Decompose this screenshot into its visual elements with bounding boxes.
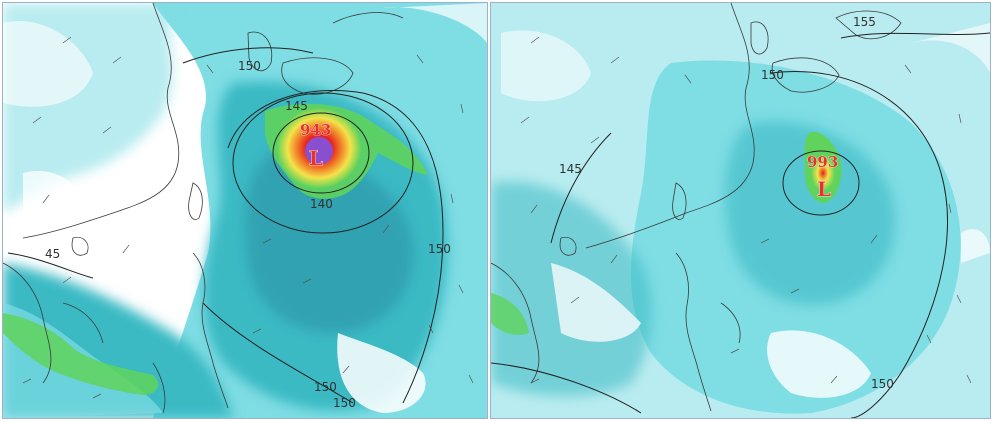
contour-label: 145 (559, 162, 582, 176)
isobars (491, 32, 990, 418)
wind-barbs (520, 36, 972, 384)
isobars (7, 47, 444, 404)
contour-label: 150 (238, 59, 261, 73)
wind-barbs (22, 36, 474, 399)
contour-label: 45 (45, 247, 60, 261)
storm-core (804, 132, 842, 203)
contour-label: 150 (314, 380, 337, 394)
moisture-field (491, 3, 990, 418)
low-pressure-value: 943 (300, 121, 331, 139)
left-forecast-map: 150 145 140 150 45 150 150 943 L (2, 2, 488, 419)
contour-label: 150 (428, 242, 451, 256)
low-center-symbol: L (817, 177, 831, 201)
contour-label: 155 (853, 15, 876, 29)
green-precip-band (3, 313, 159, 395)
coastlines (3, 3, 404, 414)
right-map-canvas: 155 150 145 150 993 L (491, 3, 990, 418)
contour-label: 150 (333, 396, 356, 410)
coastlines (491, 3, 902, 412)
right-forecast-map: 155 150 145 150 993 L (490, 2, 991, 419)
low-center-symbol: L (309, 146, 323, 170)
typhoon-core (265, 103, 428, 199)
contour-label: 140 (310, 197, 333, 211)
contour-label: 150 (871, 377, 894, 391)
contour-label: 150 (761, 68, 784, 82)
left-map-canvas: 150 145 140 150 45 150 150 943 L (3, 3, 487, 418)
contour-label: 145 (285, 99, 308, 113)
low-pressure-value: 993 (807, 153, 838, 171)
